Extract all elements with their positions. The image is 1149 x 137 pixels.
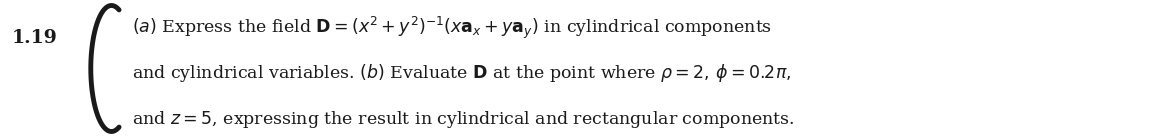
Text: $(a)$ Express the field $\mathbf{D} = (x^2 + y^2)^{-1}(x\mathbf{a}_x + y\mathbf{: $(a)$ Express the field $\mathbf{D} = (x…: [132, 14, 772, 41]
Text: and cylindrical variables. $(b)$ Evaluate $\mathbf{D}$ at the point where $\rho : and cylindrical variables. $(b)$ Evaluat…: [132, 62, 792, 84]
Text: and $z = 5$, expressing the result in cylindrical and rectangular components.: and $z = 5$, expressing the result in cy…: [132, 109, 795, 130]
Text: 1.19: 1.19: [11, 29, 57, 47]
